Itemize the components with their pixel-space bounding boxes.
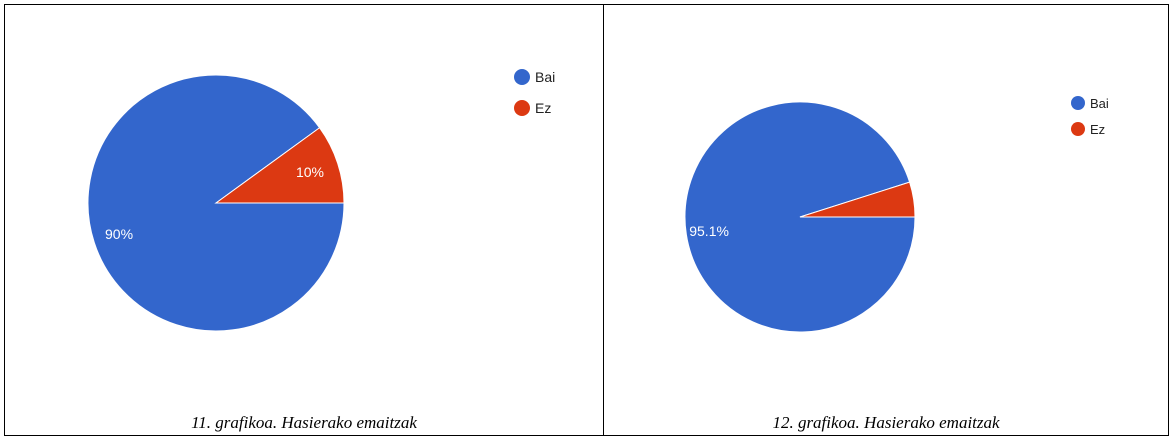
chart-panel-left: 90% 10% Bai Ez 11. grafikoa. Hasierako emai… [5,5,603,435]
legend-marker-ez [514,100,530,116]
pie-chart-left: 90% 10% Bai Ez [87,69,555,332]
chart-panel-right: 95.1% Bai Ez 12. grafikoa. Hasierako emait… [604,5,1168,435]
legend-marker-ez [1071,122,1085,136]
figure-table-border [4,4,1169,436]
slice-label-ez: 10% [296,164,324,180]
chart-caption-left: 11. grafikoa. Hasierako emaitzak [191,413,417,432]
chart-caption-right: 12. grafikoa. Hasierako emaitzak [772,413,1000,432]
legend-marker-bai [514,69,530,85]
legend-marker-bai [1071,96,1085,110]
table-column-divider [603,4,604,436]
legend-label-ez: Ez [1090,122,1105,137]
slice-label-bai: 95.1% [689,223,729,239]
pie-slice-ez [799,181,916,218]
legend-label-bai: Bai [535,69,555,85]
legend-label-bai: Bai [1090,96,1109,111]
legend-label-ez: Ez [535,100,551,116]
slice-label-bai: 90% [105,226,133,242]
pie-slice-ez [214,127,345,204]
pie-chart-right: 95.1% Bai Ez [684,96,1109,333]
